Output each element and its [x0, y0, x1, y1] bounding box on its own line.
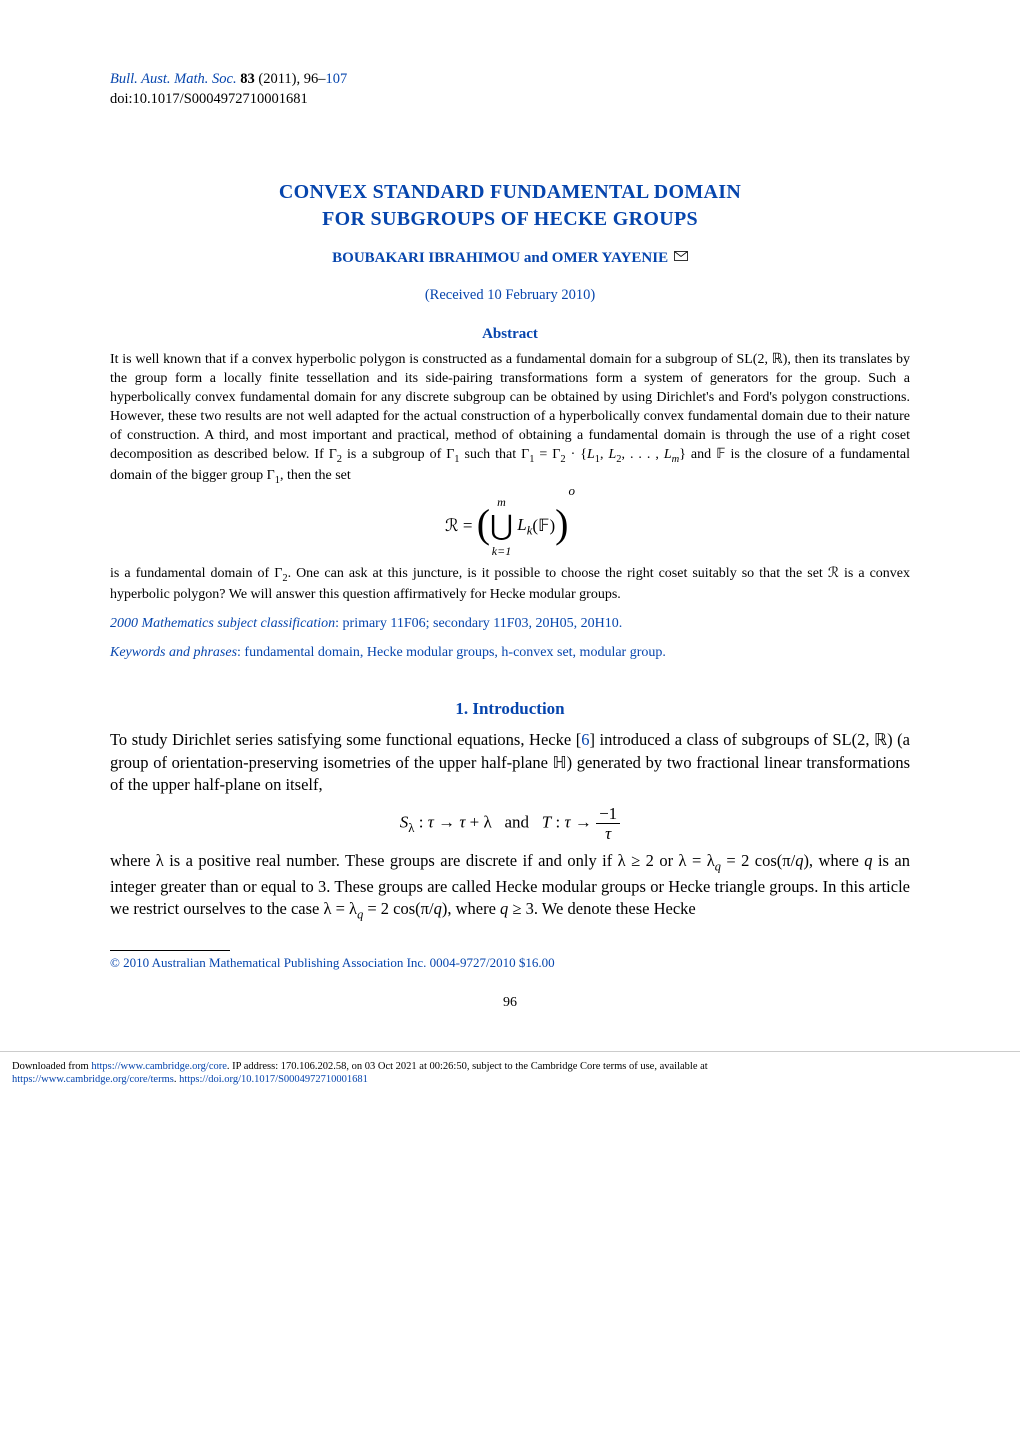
journal-volume: 83 [240, 71, 255, 87]
body-p2c: ), where [803, 851, 864, 870]
keywords-label: Keywords and phrases [110, 645, 237, 660]
footer-text-a: Downloaded from [12, 1061, 91, 1072]
body-p2a: where λ is a positive real number. These… [110, 851, 715, 870]
paper-title: CONVEX STANDARD FUNDAMENTAL DOMAIN FOR S… [110, 179, 910, 233]
copyright-line: © 2010 Australian Mathematical Publishin… [110, 955, 910, 971]
abstract-text-1e: · { [566, 447, 587, 462]
keywords-text: : fundamental domain, Hecke modular grou… [237, 645, 666, 660]
footer-text-b: . IP address: 170.106.202.58, on 03 Oct … [227, 1061, 708, 1072]
abstract-heading: Abstract [110, 326, 910, 343]
abstract-equation: ℛ = ( m ⋃ k=1 Lk(𝔽))o [110, 496, 910, 558]
abstract-text-1c: such that Γ [460, 447, 530, 462]
section-1-heading: 1. Introduction [110, 699, 910, 719]
body-equation-1: Sλ : τ → τ + λ and T : τ → −1τ [110, 805, 910, 842]
corresponding-author-icon [674, 249, 688, 266]
received-date: (Received 10 February 2010) [110, 287, 910, 304]
journal-start-page: 96 [304, 71, 319, 87]
page-number: 96 [110, 995, 910, 1011]
msc-text: : primary 11F06; secondary 11F03, 20H05,… [335, 616, 622, 631]
abstract-text-1g: , then the set [280, 468, 351, 483]
body-p2g: ≥ 3. We denote these Hecke [508, 899, 695, 918]
journal-name: Bull. Aust. Math. Soc. [110, 71, 237, 87]
footer-url-2[interactable]: https://www.cambridge.org/core/terms [12, 1074, 174, 1085]
abstract-text-1b: is a subgroup of Γ [342, 447, 454, 462]
body-p2f: ), where [442, 899, 500, 918]
abstract: It is well known that if a convex hyperb… [110, 351, 910, 605]
abstract-text-1: It is well known that if a convex hyperb… [110, 352, 910, 461]
abstract-text-2a: is a fundamental domain of Γ [110, 566, 282, 581]
download-footer: Downloaded from https://www.cambridge.or… [0, 1051, 1020, 1096]
body-p2e: = 2 cos(π/ [363, 899, 433, 918]
author-2[interactable]: OMER YAYENIE [552, 250, 668, 266]
journal-end-page[interactable]: 107 [325, 71, 347, 87]
title-line-1: CONVEX STANDARD FUNDAMENTAL DOMAIN [279, 181, 741, 203]
msc-label: 2000 Mathematics subject classification [110, 616, 335, 631]
footer-url-1[interactable]: https://www.cambridge.org/core [91, 1061, 227, 1072]
title-line-2: FOR SUBGROUPS OF HECKE GROUPS [322, 208, 698, 230]
body-text: To study Dirichlet series satisfying som… [110, 729, 910, 924]
journal-header: Bull. Aust. Math. Soc. 83 (2011), 96–107… [110, 70, 910, 109]
abstract-text-1d: = Γ [534, 447, 560, 462]
footnote-rule [110, 950, 230, 951]
authors: BOUBAKARI IBRAHIMOU and OMER YAYENIE [110, 249, 910, 267]
journal-year: (2011) [258, 71, 296, 87]
msc-classification: 2000 Mathematics subject classification:… [110, 615, 910, 634]
journal-doi: doi:10.1017/S0004972710001681 [110, 90, 910, 110]
author-1[interactable]: BOUBAKARI IBRAHIMOU [332, 250, 520, 266]
body-p2b: = 2 cos(π/ [721, 851, 795, 870]
keywords: Keywords and phrases: fundamental domain… [110, 644, 910, 663]
footer-url-3[interactable]: https://doi.org/10.1017/S000497271000168… [179, 1074, 368, 1085]
author-separator: and [524, 250, 548, 266]
body-p1a: To study Dirichlet series satisfying som… [110, 730, 581, 749]
